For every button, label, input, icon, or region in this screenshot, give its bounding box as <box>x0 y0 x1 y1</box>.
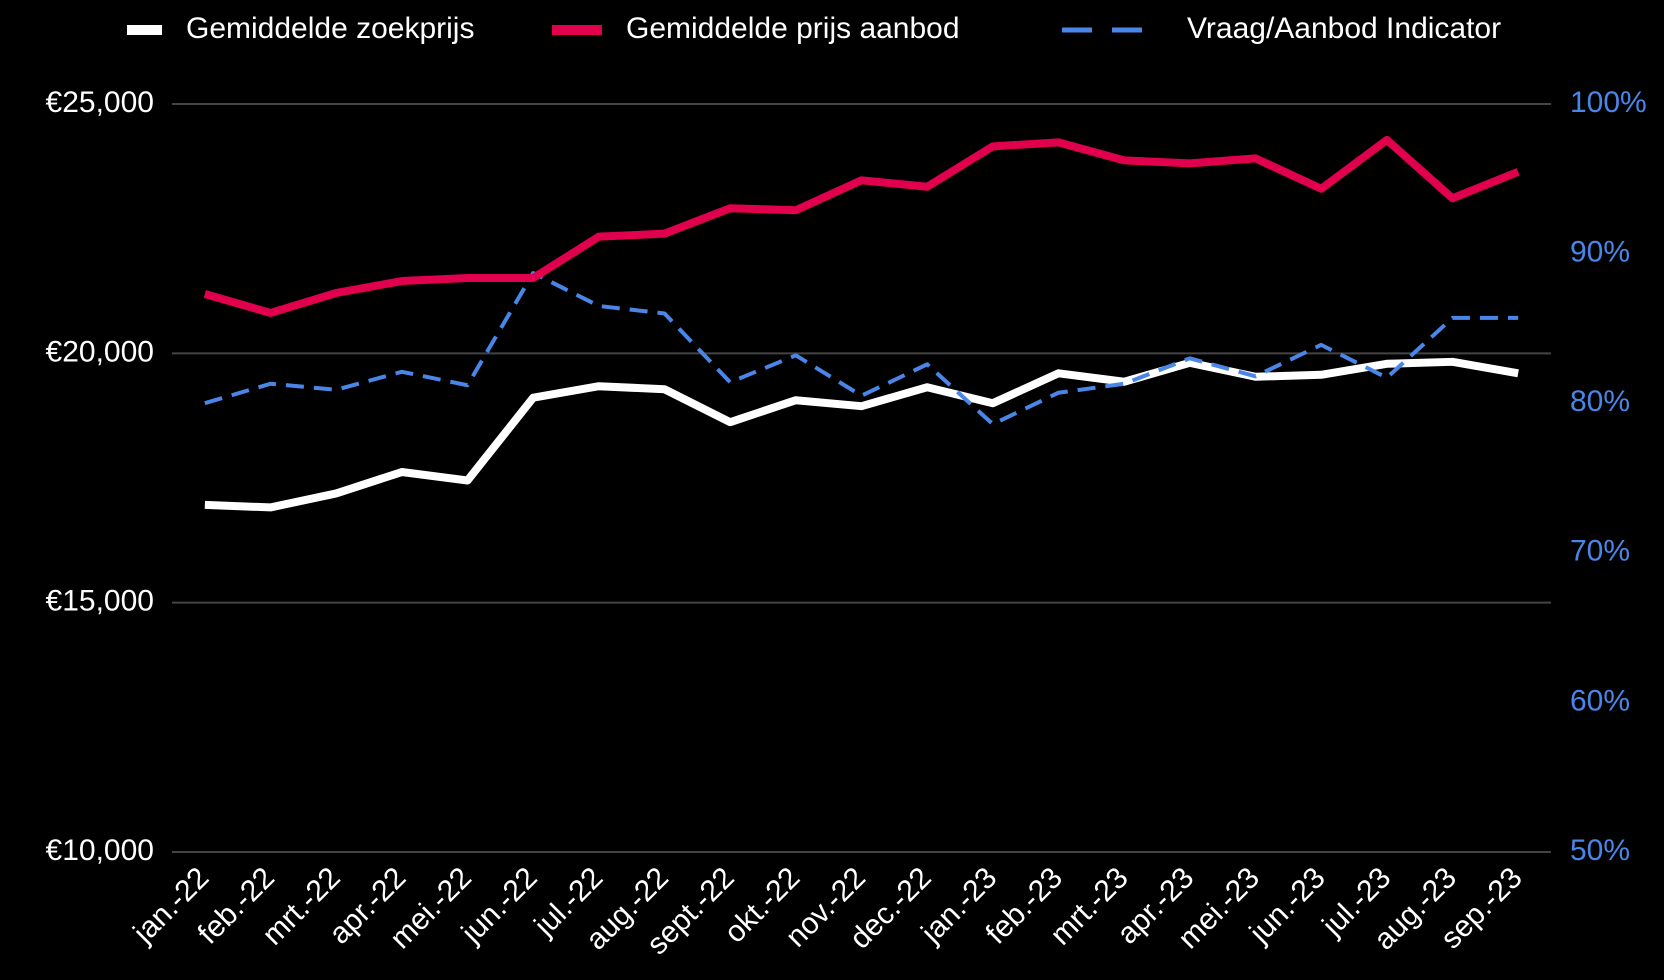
y-tick-label: €20,000 <box>46 335 154 368</box>
series-line <box>204 357 1519 512</box>
y-tick-label: €10,000 <box>46 834 154 867</box>
y2-tick-label: 80% <box>1570 385 1630 418</box>
legend-label: Gemiddelde prijs aanbod <box>626 12 960 45</box>
y2-tick-label: 50% <box>1570 834 1630 867</box>
x-tick-label: jun.-23 <box>1243 861 1332 950</box>
legend-label: Gemiddelde zoekprijs <box>186 12 474 45</box>
series-line <box>203 135 1520 317</box>
y-tick-label: €25,000 <box>46 86 154 119</box>
y2-tick-label: 90% <box>1570 236 1630 269</box>
y2-tick-label: 70% <box>1570 535 1630 568</box>
legend-label: Vraag/Aanbod Indicator <box>1187 12 1501 45</box>
y2-tick-label: 100% <box>1570 86 1647 119</box>
y2-tick-label: 60% <box>1570 684 1630 717</box>
series-line <box>204 271 1519 427</box>
y-tick-label: €15,000 <box>46 585 154 618</box>
x-tick-label: jun.-22 <box>455 861 544 950</box>
